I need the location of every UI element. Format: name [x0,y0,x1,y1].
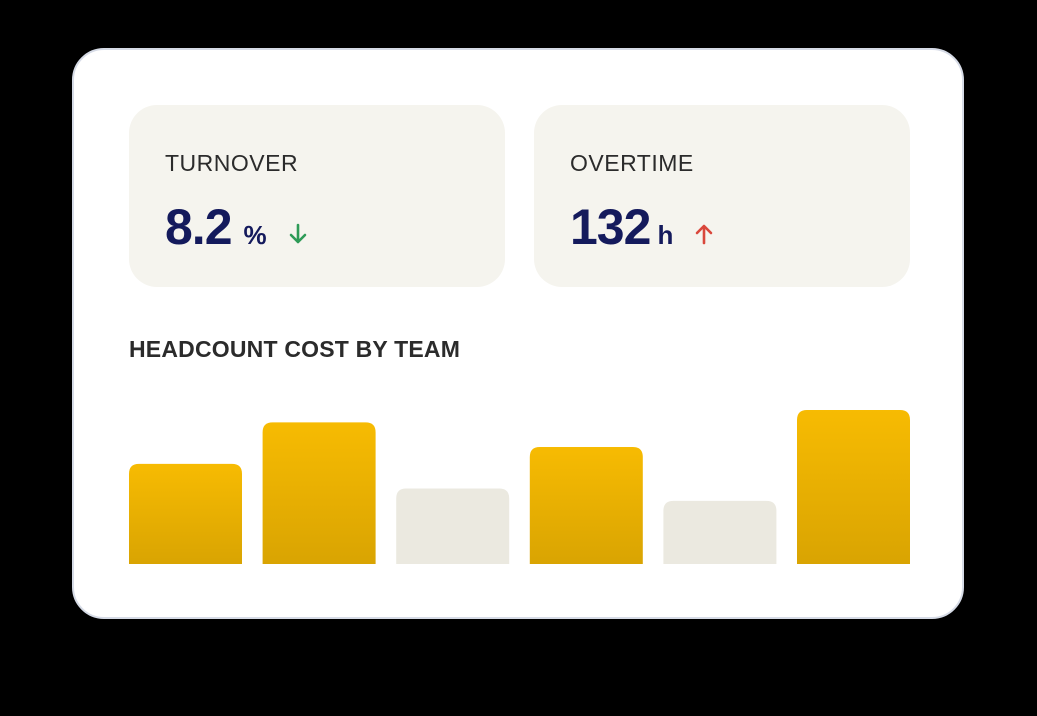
turnover-value-row: 8.2 % [165,198,309,256]
bar-4 [529,446,643,564]
bar-6 [797,410,910,564]
overtime-value: 132 [570,199,651,255]
turnover-kpi-card: TURNOVER 8.2 % [129,105,505,287]
bar-5 [663,500,777,564]
overtime-label: OVERTIME [570,150,694,176]
arrow-up-icon [693,222,715,246]
overtime-value-row: 132 h [570,198,715,256]
bar-chart-svg [129,410,910,564]
headcount-cost-chart [129,390,910,564]
bar-1 [129,463,242,564]
turnover-unit: % [243,220,267,250]
dashboard-card: TURNOVER 8.2 % OVERTIME 132 h HEADCOUNT … [72,48,964,619]
bar-2 [262,422,376,564]
turnover-label: TURNOVER [165,150,299,176]
arrow-down-icon [287,222,309,246]
turnover-value: 8.2 [165,199,233,255]
chart-title: HEADCOUNT COST BY TEAM [129,336,461,362]
bar-3 [396,488,510,564]
overtime-kpi-card: OVERTIME 132 h [534,105,910,287]
overtime-unit: h [657,220,674,250]
